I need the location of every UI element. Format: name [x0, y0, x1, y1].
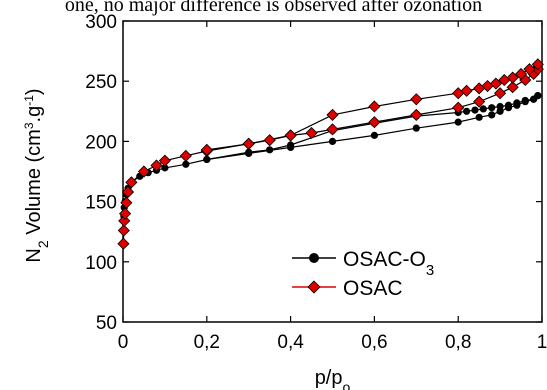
- y-tick-label: 300: [85, 12, 117, 33]
- series-0-adsorption-point: [488, 111, 496, 119]
- plot-area-frame: [122, 20, 543, 323]
- y-tick-label: 100: [85, 253, 117, 274]
- y-tick-label: 150: [85, 193, 117, 214]
- series-1-adsorption-point: [326, 123, 339, 136]
- x-tick-label: 0: [118, 332, 129, 353]
- series-1-adsorption-point: [494, 87, 507, 100]
- series-0-adsorption-point: [475, 113, 483, 121]
- series-1-desorption-point: [326, 108, 339, 121]
- series-1-desorption-point: [410, 93, 423, 106]
- series-1-desorption-point: [531, 58, 544, 71]
- caption-text: one, no major difference is observed aft…: [64, 0, 483, 16]
- series-1-adsorption-point: [118, 214, 131, 227]
- series-1-adsorption-point: [410, 108, 423, 121]
- series-0-desorption-point: [471, 106, 479, 114]
- series-1-adsorption-point: [117, 224, 130, 237]
- legend-label-osac-o3: OSAC-O3: [343, 248, 434, 279]
- y-axis-label: N2 Volume (cm3.g-1): [22, 88, 51, 262]
- series-1-adsorption-point: [452, 101, 465, 114]
- series-0-adsorption-point: [370, 131, 378, 139]
- series-0-adsorption-point: [182, 160, 190, 168]
- legend-marker-osac: [307, 280, 321, 294]
- series-0-desorption-point: [521, 96, 529, 105]
- series-1-desorption-point: [368, 100, 381, 113]
- series-0-adsorption-point: [412, 124, 420, 132]
- series-1-desorption-point: [473, 82, 486, 95]
- series-1-adsorption-point: [119, 207, 132, 220]
- series-1-adsorption-point: [158, 154, 171, 167]
- y-tick-label: 250: [85, 72, 117, 93]
- legend-marker-osac-o3: [309, 253, 319, 263]
- series-1-desorption-point: [523, 63, 536, 76]
- series-1-adsorption-point: [179, 149, 192, 162]
- series-0-adsorption-point: [161, 164, 169, 172]
- x-axis-label: p/po: [315, 367, 351, 390]
- series-layer: [117, 58, 544, 250]
- x-axis-ticks: 0 0,2 0,4 0,6 0,8 1: [118, 21, 547, 353]
- legend-label-osac: OSAC: [343, 277, 403, 300]
- series-0-desorption-point: [504, 101, 513, 109]
- y-tick-label: 200: [85, 132, 117, 153]
- series-1-desorption-point: [242, 137, 255, 150]
- series-1-desorption-point: [284, 129, 297, 142]
- series-0-desorption-point: [488, 104, 496, 112]
- series-1-adsorption-point: [305, 126, 318, 140]
- series-0-adsorption-point: [328, 137, 337, 145]
- series-1-adsorption-point: [473, 95, 486, 108]
- series-1-adsorption-point: [125, 176, 138, 189]
- series-0-desorption-point: [479, 105, 487, 113]
- series-0-desorption-point: [496, 102, 504, 111]
- series-1-desorption-point: [200, 143, 213, 156]
- x-tick-label: 1: [537, 332, 547, 353]
- series-1-adsorption-point: [117, 237, 130, 250]
- series-1-adsorption-point: [368, 116, 381, 129]
- series-0-desorption-point: [513, 99, 521, 107]
- x-tick-label: 0,2: [194, 332, 220, 353]
- series-0-adsorption-point: [454, 118, 462, 126]
- legend: OSAC-O3 OSAC: [292, 248, 434, 300]
- series-1-adsorption-point: [150, 159, 163, 172]
- series-1-adsorption-point: [121, 185, 135, 199]
- series-1-adsorption-point: [120, 196, 133, 209]
- series-1-desorption-point: [514, 67, 528, 81]
- series-1-desorption-point: [452, 87, 465, 100]
- series-1-adsorption-point: [137, 165, 151, 178]
- x-tick-label: 0,4: [277, 332, 304, 353]
- y-tick-label: 50: [96, 313, 117, 334]
- series-0-desorption-point: [287, 141, 295, 149]
- x-tick-label: 0,8: [445, 332, 471, 353]
- series-0-desorption-point: [462, 107, 471, 115]
- x-tick-label: 0,6: [361, 332, 387, 353]
- y-axis-ticks: 50 100 150 200 250 300: [85, 12, 542, 334]
- series-0-desorption-point: [266, 146, 274, 154]
- series-1-adsorption-point: [263, 134, 276, 147]
- series-0-desorption-point: [245, 148, 253, 156]
- series-0-desorption-point: [203, 155, 211, 164]
- series-1-adsorption-point: [506, 81, 519, 94]
- series-0-desorption-point: [530, 95, 538, 103]
- series-1-desorption-point: [498, 73, 511, 87]
